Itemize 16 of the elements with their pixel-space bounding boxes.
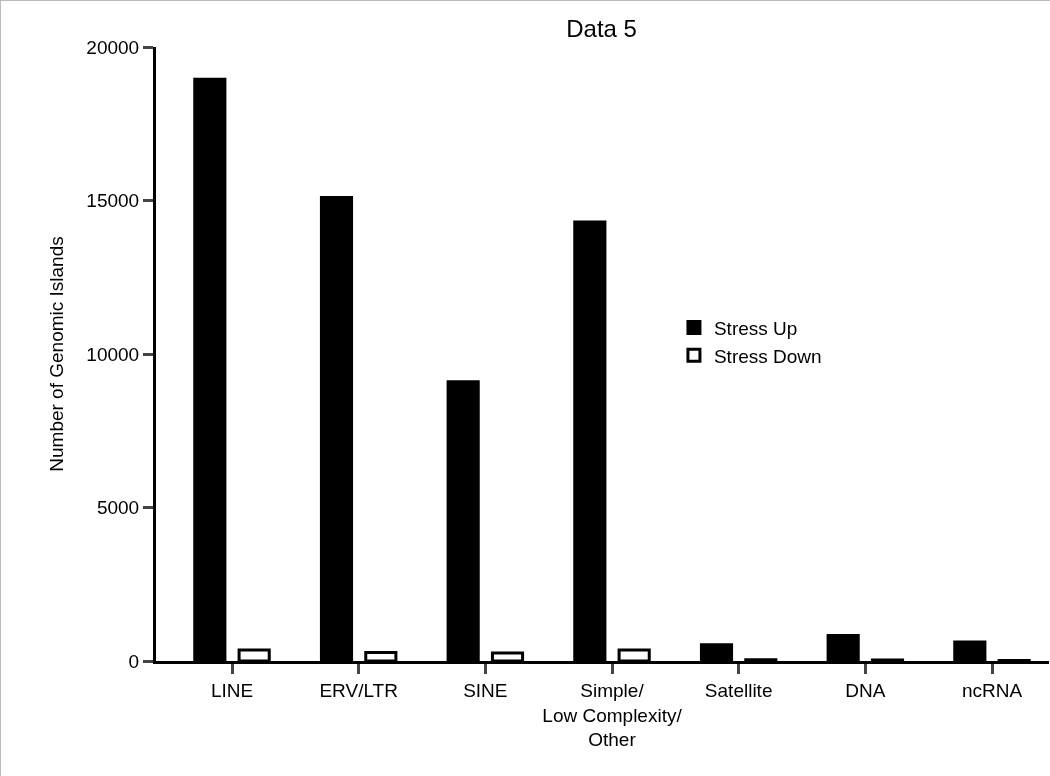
- y-tick-label: 15000: [86, 190, 140, 212]
- y-tick-label: 10000: [86, 343, 140, 365]
- x-tick-label: Satellite: [704, 679, 773, 701]
- x-tick-label: Simple/ Low Complexity/ Other: [542, 679, 683, 751]
- chart-title: Data 5: [566, 15, 637, 43]
- x-tick-label: SINE: [463, 679, 508, 701]
- y-tick-label: 0: [128, 650, 140, 672]
- x-tick-label: DNA: [845, 679, 886, 701]
- x-tick-label: LINE: [210, 679, 254, 701]
- x-tick-label: ncRNA: [961, 679, 1023, 701]
- y-tick-label: 20000: [86, 36, 140, 58]
- y-tick-label: 5000: [96, 497, 140, 519]
- x-tick-label: ERV/LTR: [319, 679, 398, 701]
- legend-label: Stress Down: [713, 345, 822, 367]
- y-axis-title: Number of Genomic Islands: [46, 236, 68, 472]
- legend-label: Stress Up: [713, 317, 798, 339]
